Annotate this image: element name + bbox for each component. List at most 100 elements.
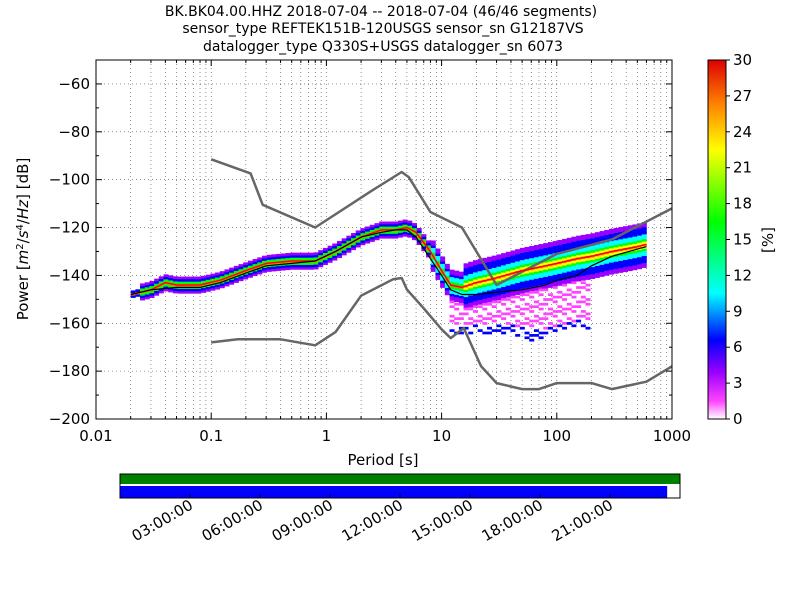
density-cell (365, 226, 371, 230)
density-cell (590, 247, 596, 251)
density-cell (533, 271, 539, 275)
density-cell (590, 233, 596, 236)
density-cell (299, 264, 305, 268)
density-cell (585, 302, 591, 306)
density-cell (622, 226, 628, 229)
density-cell (585, 312, 591, 316)
density-cell (566, 273, 572, 277)
density-cell (501, 262, 507, 266)
density-cell (276, 253, 282, 257)
density-cell (454, 277, 460, 281)
density-cell (608, 243, 614, 246)
density-cell (369, 239, 375, 242)
density-cell (571, 260, 577, 264)
density-cell (318, 252, 324, 256)
density-cell (538, 251, 544, 254)
density-cell (594, 256, 600, 259)
density-cell (613, 239, 619, 243)
density-cell (252, 270, 258, 274)
density-cell (637, 228, 643, 231)
density-cell (519, 312, 525, 316)
density-cell (412, 225, 417, 229)
density-cell (257, 257, 263, 261)
density-cell (158, 288, 164, 291)
density-cell (205, 286, 211, 290)
density-cell (543, 288, 549, 292)
density-cell (571, 281, 577, 285)
density-cell (501, 298, 507, 301)
density-cell (280, 253, 286, 257)
density-cell (552, 329, 558, 332)
density-cell (515, 324, 521, 328)
density-cell (622, 254, 628, 258)
density-cell (622, 238, 628, 241)
density-cell (182, 281, 188, 285)
density-cell (308, 264, 314, 268)
density-cell (468, 300, 474, 303)
density-cell (205, 289, 211, 292)
density-cell (594, 272, 600, 276)
density-cell (585, 270, 591, 273)
density-cell (224, 283, 230, 287)
density-cell (472, 262, 478, 266)
density-cell (552, 281, 558, 285)
density-cell (168, 284, 174, 288)
density-cell (576, 266, 582, 270)
density-cell (505, 275, 511, 279)
density-cell (266, 269, 272, 272)
density-cell (280, 267, 286, 271)
density-cell (613, 230, 619, 234)
density-cell (346, 240, 352, 244)
density-cell (491, 296, 497, 300)
density-cell (632, 236, 638, 240)
density-cell (412, 227, 417, 231)
density-cell (360, 232, 366, 236)
density-cell (547, 258, 553, 262)
density-cell (543, 243, 549, 246)
density-cell (571, 265, 577, 269)
density-cell (613, 227, 619, 231)
density-cell (519, 281, 525, 285)
density-cell (622, 240, 628, 244)
density-cell (538, 248, 544, 252)
density-cell (547, 270, 553, 274)
density-cell (576, 250, 582, 253)
y-tick-label: −60 (58, 75, 90, 93)
density-cell (496, 300, 502, 304)
density-cell (580, 295, 586, 299)
density-cell (632, 267, 638, 271)
density-cell (346, 247, 352, 251)
density-cell (552, 250, 558, 254)
density-cell (379, 226, 385, 230)
density-cell (487, 280, 493, 284)
density-cell (491, 298, 497, 302)
density-cell (496, 287, 502, 291)
density-cell (594, 265, 600, 269)
density-cell (397, 234, 403, 238)
density-cell (397, 220, 403, 224)
density-cell (627, 237, 633, 240)
density-cell (201, 278, 206, 281)
density-cell (524, 261, 530, 264)
density-cell (355, 230, 361, 234)
density-cell (524, 258, 530, 262)
density-cell (524, 254, 530, 257)
density-cell (322, 250, 328, 254)
density-cell (519, 307, 525, 311)
density-cell (346, 245, 352, 248)
time-tick-label: 03:00:00 (129, 496, 196, 545)
density-cell (449, 274, 455, 278)
density-cell (562, 272, 568, 276)
density-cell (285, 255, 291, 259)
density-cell (641, 236, 647, 240)
density-cell (533, 334, 539, 337)
density-cell (196, 288, 202, 292)
density-cell (543, 250, 549, 253)
density-cell (496, 314, 502, 318)
density-cell (538, 293, 544, 297)
density-cell (304, 252, 310, 256)
density-cell (632, 250, 638, 254)
density-cell (618, 270, 624, 273)
density-cell (585, 236, 591, 240)
coverage-segment (120, 486, 668, 498)
